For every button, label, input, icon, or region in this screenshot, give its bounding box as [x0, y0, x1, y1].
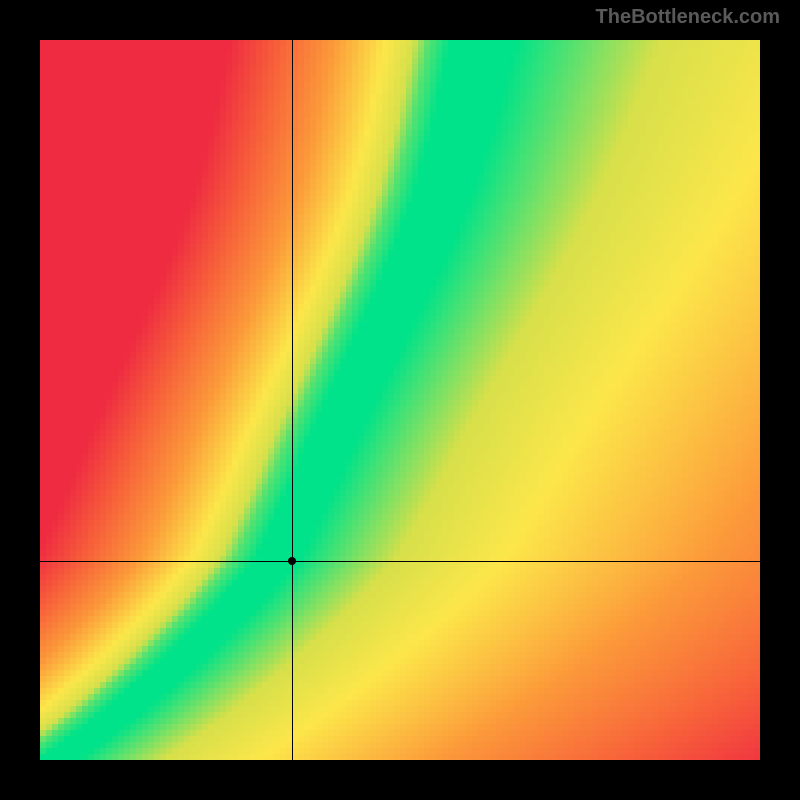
crosshair-vertical: [292, 40, 293, 760]
heatmap-canvas: [40, 40, 760, 760]
crosshair-horizontal: [40, 561, 760, 562]
watermark-text: TheBottleneck.com: [596, 6, 780, 29]
bottleneck-heatmap: [40, 40, 760, 760]
marker-dot: [288, 557, 296, 565]
